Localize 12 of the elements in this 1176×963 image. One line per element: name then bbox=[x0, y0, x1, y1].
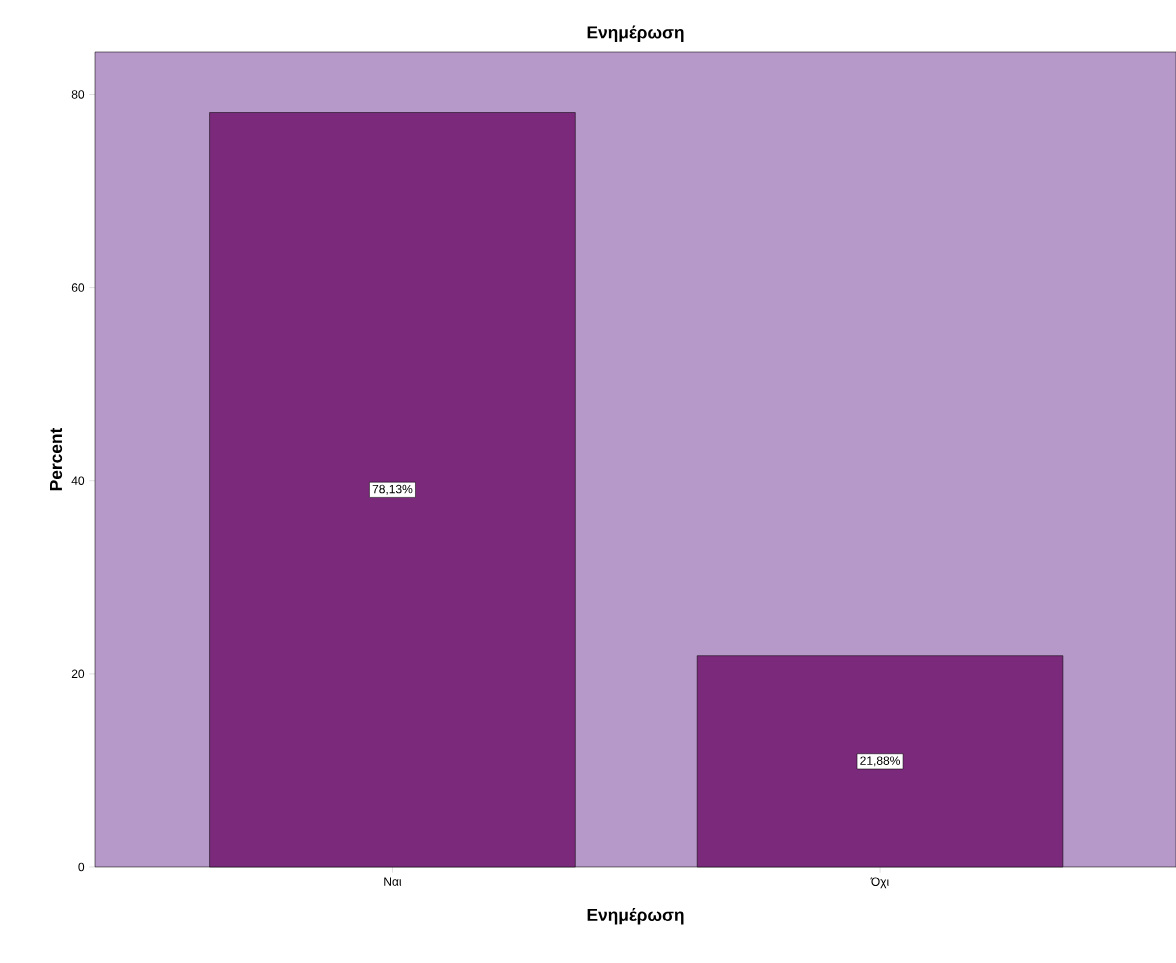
x-axis-title: Ενημέρωση bbox=[587, 908, 684, 925]
y-tick-label: 60 bbox=[71, 283, 85, 292]
y-tick-label: 80 bbox=[71, 90, 85, 99]
data-label: 21,88% bbox=[860, 756, 900, 767]
data-label: 78,13% bbox=[372, 484, 413, 495]
x-tick-label: Ναι bbox=[384, 877, 402, 886]
y-tick-label: 40 bbox=[71, 476, 85, 485]
y-tick-label: 20 bbox=[71, 669, 85, 679]
chart-title: Ενημέρωση bbox=[587, 25, 684, 42]
y-axis-title: Percent bbox=[50, 427, 63, 491]
y-tick-label: 0 bbox=[78, 862, 85, 872]
x-tick-label: Όχι bbox=[870, 877, 889, 889]
